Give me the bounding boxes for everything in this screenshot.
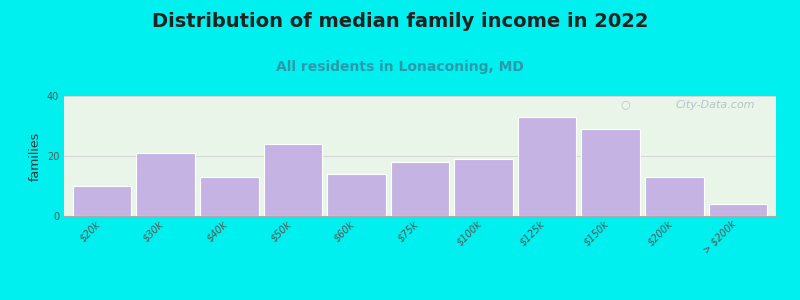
- Bar: [518, 117, 576, 216]
- Bar: [264, 144, 322, 216]
- Bar: [73, 186, 131, 216]
- Text: City-Data.com: City-Data.com: [675, 100, 754, 110]
- Bar: [327, 174, 386, 216]
- Text: All residents in Lonaconing, MD: All residents in Lonaconing, MD: [276, 60, 524, 74]
- Bar: [582, 129, 640, 216]
- Text: ○: ○: [620, 100, 630, 110]
- Bar: [390, 162, 450, 216]
- Text: Distribution of median family income in 2022: Distribution of median family income in …: [152, 12, 648, 31]
- Bar: [200, 177, 258, 216]
- Bar: [137, 153, 195, 216]
- Bar: [709, 204, 767, 216]
- Bar: [645, 177, 703, 216]
- Bar: [454, 159, 513, 216]
- Y-axis label: families: families: [28, 131, 42, 181]
